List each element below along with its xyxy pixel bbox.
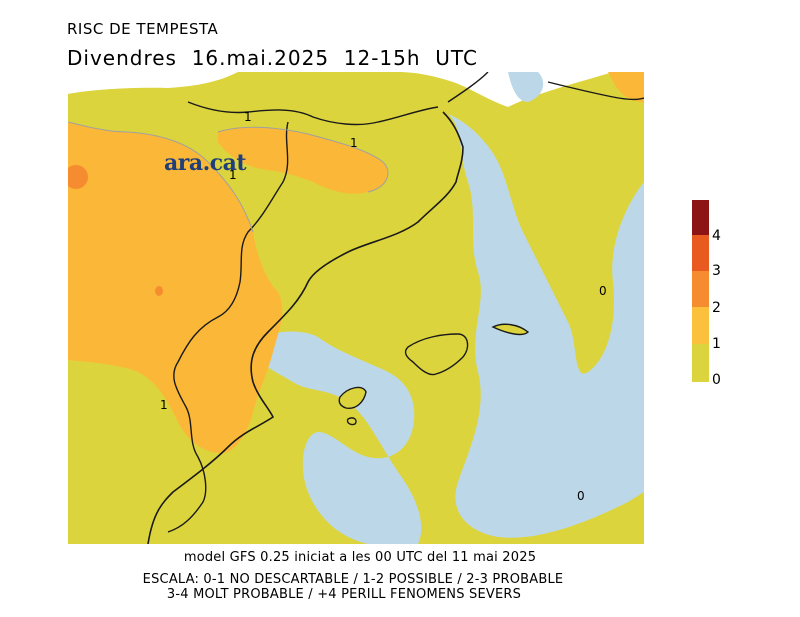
island-ibiza [338, 386, 367, 409]
legend-label: 0 [712, 372, 721, 388]
country-border [447, 72, 644, 103]
scale-description-line1: ESCALA: 0-1 NO DESCARTABLE / 1-2 POSSIBL… [142, 572, 564, 587]
model-info-text: model GFS 0.25 iniciat a les 00 UTC del … [183, 550, 537, 565]
legend-label: 2 [712, 300, 721, 316]
legend-swatch-level-4 [692, 200, 709, 235]
risk-zone-2-3 [155, 286, 163, 296]
map-canvas [68, 72, 644, 544]
no-data-area [68, 72, 643, 107]
region-border [167, 101, 439, 533]
legend-label: 3 [712, 263, 721, 279]
legend-label: 4 [712, 228, 721, 244]
contour-value-label: 1 [160, 398, 168, 412]
sea-area-gulf [508, 72, 544, 102]
risk-zone-1-2 [608, 72, 644, 102]
contour-value-label: 1 [229, 168, 237, 182]
risk-zone-2-3 [68, 165, 88, 189]
coastline-border [147, 111, 464, 544]
risk-zone-1-2 [218, 127, 388, 194]
risk-legend: 4 3 2 1 0 [692, 200, 752, 388]
sea-area-balearic [248, 331, 422, 544]
scale-description-line2: 3-4 MOLT PROBABLE / +4 PERILL FENOMENS S… [166, 587, 522, 602]
risk-zone-1-2 [68, 122, 283, 453]
island-mallorca [404, 333, 469, 376]
storm-risk-map: ara.cat 1 1 1 1 0 0 [68, 72, 644, 544]
island-menorca [491, 323, 530, 336]
contour-value-label: 0 [577, 489, 585, 503]
island-formentera [346, 417, 357, 426]
contour-value-label: 1 [350, 136, 358, 150]
legend-swatch-level-3 [692, 235, 709, 271]
contour-value-label: 1 [244, 110, 252, 124]
contour-line [68, 121, 389, 233]
ara-cat-logo: ara.cat [164, 150, 247, 176]
legend-swatch-level-2 [692, 271, 709, 307]
legend-swatch-level-1 [692, 307, 709, 344]
legend-label: 1 [712, 336, 721, 352]
forecast-time-subtitle: Divendres 16.mai.2025 12-15h UTC [67, 46, 478, 70]
map-title: RISC DE TEMPESTA [67, 20, 219, 38]
sea-area [448, 114, 644, 538]
contour-value-label: 0 [599, 284, 607, 298]
legend-swatch-level-0 [692, 344, 709, 382]
